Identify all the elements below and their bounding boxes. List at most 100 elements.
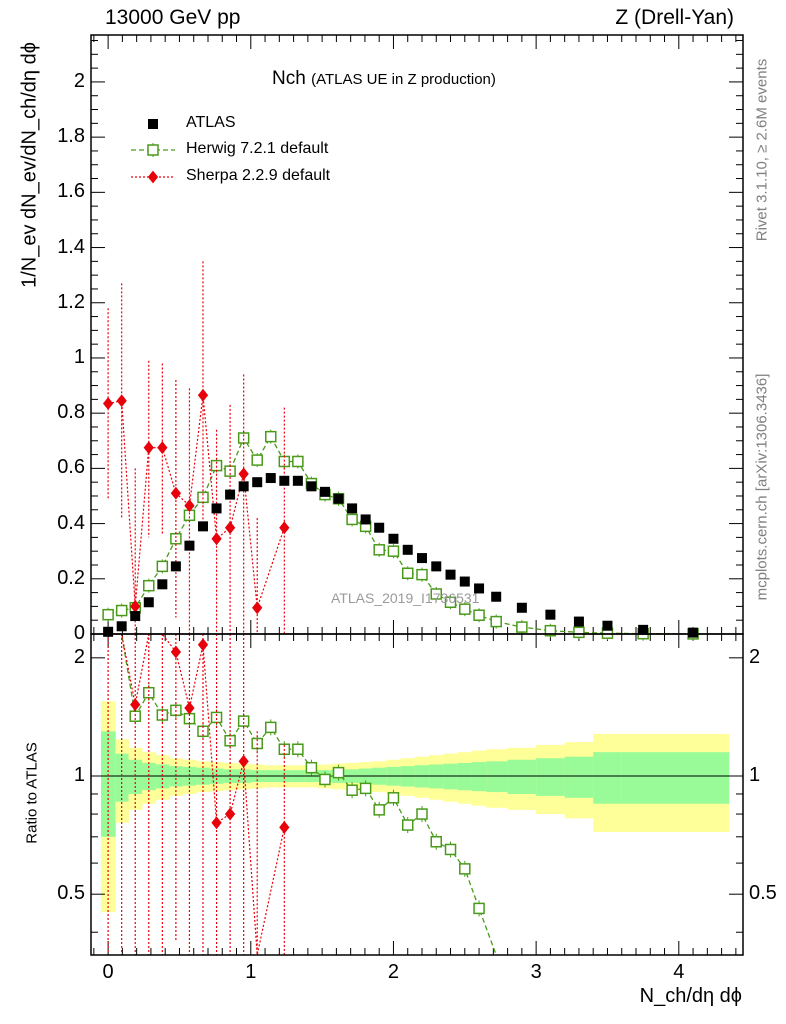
plot-frames <box>90 34 744 956</box>
ratio-band-green <box>564 756 594 798</box>
herwig-main-point <box>102 608 114 621</box>
sherpa-ratio-point <box>224 807 236 821</box>
herwig-ratio-point <box>305 761 318 774</box>
herwig-ratio-point <box>359 782 372 795</box>
ratio-band-green <box>457 762 473 791</box>
herwig-ratio-point <box>430 836 443 848</box>
y-tick-label: 0.8 <box>57 401 85 424</box>
atlas-data-point <box>688 627 699 638</box>
herwig-main-point <box>373 544 385 556</box>
herwig-ratio-point <box>210 711 223 724</box>
herwig-ratio-point <box>444 843 457 856</box>
atlas-data-point <box>545 609 556 620</box>
ratio-band-green <box>471 762 487 792</box>
herwig-ratio-point <box>416 808 428 820</box>
ratio-band-green <box>536 758 566 796</box>
plot-title: Nch (ATLAS UE in Z production) <box>272 68 496 90</box>
x-tick-label: 4 <box>673 961 685 983</box>
sherpa-series <box>102 261 290 956</box>
atlas-data-point <box>602 620 613 631</box>
atlas-data-point <box>491 591 502 602</box>
ratio-band-green <box>621 752 666 804</box>
x-tick-label: 2 <box>387 961 400 983</box>
herwig-ratio-point <box>387 792 400 804</box>
mcplots-label: mcplots.cern.ch [arXiv:1306.3436] <box>753 373 771 601</box>
atlas-data-point <box>130 611 141 622</box>
herwig-main-point <box>416 568 428 581</box>
atlas-data-point <box>388 533 399 544</box>
atlas-data-point <box>319 486 330 497</box>
plot-title-main: Nch <box>272 68 306 89</box>
herwig-ratio-point <box>237 715 250 727</box>
sherpa-main-point <box>184 499 195 513</box>
ratio-band-green <box>664 752 730 804</box>
y-tick-label: 1.2 <box>57 290 85 313</box>
sherpa-ratio-point <box>279 820 290 834</box>
ratio-y-tick-label-right: 1 <box>749 764 761 786</box>
sherpa-main-line <box>108 395 285 608</box>
legend-marker-sherpa <box>147 170 159 184</box>
y-tick-label: 1.6 <box>57 180 85 203</box>
atlas-data-point <box>459 576 470 587</box>
sherpa-main-point <box>170 486 182 500</box>
y-tick-label: 2 <box>73 69 85 92</box>
herwig-main-point <box>265 430 277 443</box>
herwig-main-point <box>516 621 528 633</box>
atlas-data-point <box>573 616 584 627</box>
sherpa-main-point <box>211 532 222 546</box>
sherpa-ratio-point <box>197 638 209 652</box>
herwig-main-point <box>115 604 128 617</box>
y-tick-label: 0.6 <box>57 456 85 479</box>
sherpa-ratio-point <box>238 754 249 768</box>
herwig-main-point <box>444 596 457 609</box>
herwig-main-point <box>346 513 358 526</box>
ratio-band-green <box>100 731 116 837</box>
sherpa-main-point <box>238 467 249 481</box>
sherpa-main-point <box>197 388 209 402</box>
y-tick-label: 1 <box>73 345 85 368</box>
y-tick-label: 1.8 <box>57 125 85 148</box>
atlas-data-point <box>279 475 290 486</box>
atlas-data-point <box>638 624 649 635</box>
atlas-data-point <box>211 503 222 514</box>
y-tick-label: 0 <box>73 622 85 644</box>
y-tick-label: 0.2 <box>57 566 85 589</box>
ratio-uncertainty-bands <box>91 701 743 913</box>
herwig-ratio-point <box>292 743 304 755</box>
ratio-band-green <box>486 761 509 793</box>
herwig-ratio-point <box>373 804 385 816</box>
plot-title-sub: (ATLAS UE in Z production) <box>311 71 496 88</box>
legend-label-sherpa: Sherpa 2.2.9 default <box>186 167 331 184</box>
herwig-main-point <box>251 454 263 466</box>
herwig-main-point <box>544 624 557 637</box>
herwig-ratio-point <box>401 819 414 831</box>
herwig-ratio-point <box>473 902 485 915</box>
atlas-data-point <box>265 473 276 484</box>
rivet-label: Rivet 3.1.10, ≥ 2.6M events <box>753 58 771 242</box>
ratio-frame <box>90 633 744 956</box>
sherpa-main-point <box>252 601 263 615</box>
herwig-series <box>102 429 699 956</box>
energy-label: 13000 GeV pp <box>105 6 241 29</box>
x-tick-label: 0 <box>102 961 114 983</box>
herwig-main-point <box>143 579 155 592</box>
atlas-data-point <box>347 503 358 514</box>
herwig-main-point <box>430 588 443 600</box>
atlas-series <box>103 473 699 638</box>
ratio-band-green <box>593 752 623 804</box>
y-axis-label-main: 1/N_ev dN_ev/dN_ch/dη dϕ <box>19 42 42 288</box>
sherpa-main-point <box>143 441 154 455</box>
atlas-data-point <box>416 553 427 564</box>
herwig-ratio-point <box>346 784 358 796</box>
y-axis-label-main-text: 1/N_ev dN_ev/dN_ch/dη dϕ <box>18 42 41 288</box>
x-tick-label: 1 <box>245 961 257 983</box>
legend-marker-herwig <box>147 144 159 156</box>
atlas-data-point <box>157 579 168 590</box>
atlas-data-point <box>103 626 114 637</box>
legend-markers <box>131 119 175 184</box>
atlas-data-point <box>306 481 317 492</box>
herwig-ratio-point <box>143 686 155 699</box>
ratio-band-green <box>115 753 130 802</box>
atlas-data-point <box>197 521 208 532</box>
axis-ticks <box>91 35 743 955</box>
